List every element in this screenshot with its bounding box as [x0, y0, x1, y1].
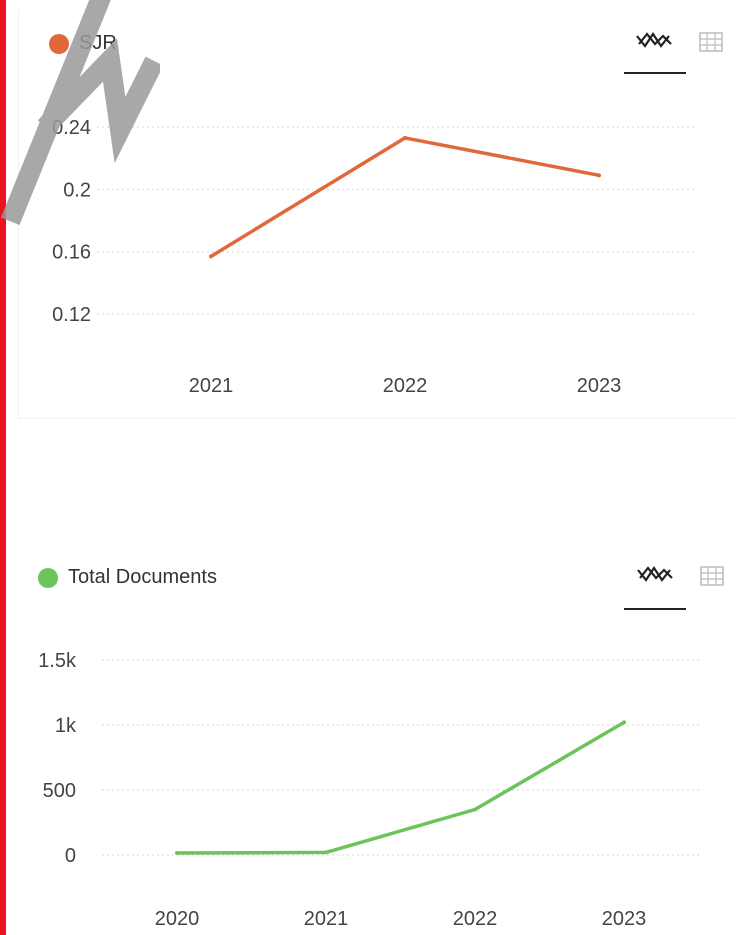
active-view-underline	[624, 72, 686, 74]
x-tick-label: 2022	[383, 375, 428, 397]
active-view-underline	[624, 608, 686, 610]
total-documents-line-chart: 0 500 1k 1.5k 2020 2021 2022 2023	[38, 650, 702, 930]
data-point[interactable]	[403, 135, 407, 140]
total-documents-chart-panel: Total Documents 0 500 1k 1.5k 2020 2021 2022 20…	[10, 540, 734, 935]
x-tick-label: 2022	[453, 908, 498, 930]
total-documents-legend-label: Total Documents	[68, 566, 217, 588]
series-line[interactable]	[209, 136, 601, 259]
y-tick-label: 0.12	[52, 304, 91, 326]
data-point[interactable]	[597, 173, 601, 178]
data-point[interactable]	[324, 850, 328, 855]
x-tick-label: 2023	[577, 375, 622, 397]
y-tick-label: 0.2	[63, 179, 91, 201]
data-point[interactable]	[622, 720, 626, 725]
table-icon[interactable]	[700, 566, 724, 586]
x-tick-label: 2020	[155, 908, 200, 930]
line-chart-icon[interactable]	[636, 562, 676, 588]
table-icon[interactable]	[699, 32, 723, 52]
sjr-legend-dot	[49, 33, 69, 54]
x-tick-label: 2021	[189, 375, 234, 397]
line-chart-icon[interactable]	[635, 28, 675, 54]
y-tick-label: 0.16	[52, 242, 91, 264]
x-tick-label: 2021	[304, 908, 349, 930]
y-tick-label: 1.5k	[38, 650, 77, 672]
data-point[interactable]	[473, 807, 477, 812]
x-tick-label: 2023	[602, 908, 647, 930]
data-point[interactable]	[175, 851, 179, 856]
data-point[interactable]	[209, 254, 213, 259]
y-tick-label: 500	[43, 780, 76, 802]
series-line[interactable]	[175, 720, 626, 855]
y-tick-label: 1k	[55, 715, 77, 737]
total-documents-legend[interactable]: Total Documents	[38, 566, 217, 589]
total-documents-legend-dot	[38, 567, 58, 588]
left-red-border	[0, 0, 6, 935]
y-tick-label: 0	[65, 845, 76, 867]
watermark-graphic	[0, 0, 160, 226]
